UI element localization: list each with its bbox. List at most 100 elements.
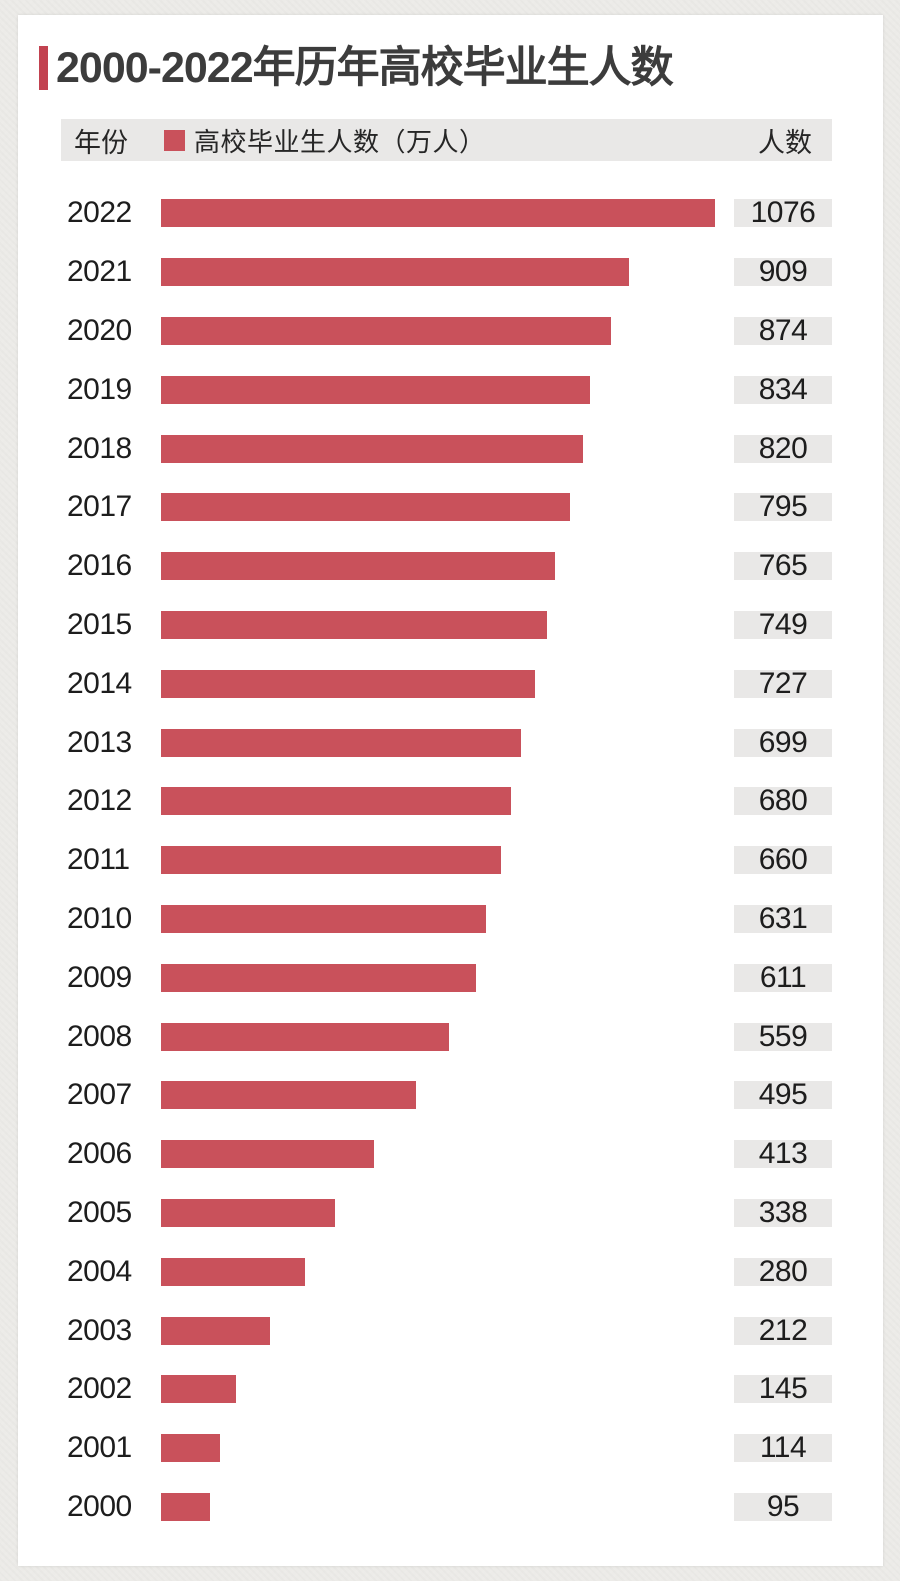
- chart-row: 2002 145: [61, 1360, 832, 1419]
- value-badge: 611: [734, 962, 832, 992]
- chart-row: 2008 559: [61, 1007, 832, 1066]
- value-column-header: 人数: [758, 127, 812, 158]
- value-badge: 749: [734, 609, 832, 639]
- value-badge: 280: [734, 1256, 832, 1286]
- bar-track: [161, 728, 715, 757]
- legend-label: 高校毕业生人数（万人）: [194, 126, 486, 157]
- chart-row: 2012 680: [61, 772, 832, 831]
- year-label: 2017: [67, 490, 132, 524]
- chart-row: 2015 749: [61, 596, 832, 655]
- bar: [161, 1316, 271, 1345]
- chart-row: 2011 660: [61, 831, 832, 890]
- chart-row: 2010 631: [61, 890, 832, 949]
- chart-row: 2019 834: [61, 360, 832, 419]
- bar-track: [161, 1140, 715, 1169]
- bar: [161, 1257, 306, 1286]
- header-row: 年份 高校毕业生人数（万人） 人数: [61, 119, 832, 161]
- year-label: 2007: [67, 1078, 132, 1112]
- value-badge: 795: [734, 492, 832, 522]
- bar: [161, 375, 591, 404]
- year-label: 2006: [67, 1137, 132, 1171]
- value-badge: 660: [734, 845, 832, 875]
- bar-track: [161, 1316, 715, 1345]
- bar: [161, 493, 571, 522]
- value-badge: 699: [734, 727, 832, 757]
- year-label: 2014: [67, 666, 132, 700]
- chart-row: 2009 611: [61, 948, 832, 1007]
- year-label: 2021: [67, 255, 132, 289]
- rows: 2022 1076 2021 909 2020 874 2019 834 201…: [61, 184, 832, 1536]
- bar: [161, 1140, 374, 1169]
- bar: [161, 199, 715, 228]
- chart-row: 2017 795: [61, 478, 832, 537]
- value-badge: 212: [734, 1315, 832, 1345]
- bar: [161, 1198, 336, 1227]
- value-badge: 114: [734, 1433, 832, 1463]
- year-label: 2000: [67, 1489, 132, 1523]
- bar-track: [161, 1492, 715, 1521]
- value-badge: 495: [734, 1080, 832, 1110]
- bar-track: [161, 610, 715, 639]
- chart-row: 2021 909: [61, 243, 832, 302]
- value-badge: 631: [734, 903, 832, 933]
- bar: [161, 1375, 236, 1404]
- value-badge: 145: [734, 1374, 832, 1404]
- bar-track: [161, 669, 715, 698]
- bar: [161, 258, 630, 287]
- year-label: 2013: [67, 725, 132, 759]
- year-label: 2015: [67, 607, 132, 641]
- bar: [161, 1081, 416, 1110]
- bar: [161, 1492, 210, 1521]
- bar-track: [161, 1022, 715, 1051]
- chart-row: 2005 338: [61, 1184, 832, 1243]
- chart-row: 2004 280: [61, 1242, 832, 1301]
- bar-track: [161, 904, 715, 933]
- bar-track: [161, 1081, 715, 1110]
- chart-row: 2018 820: [61, 419, 832, 478]
- value-badge: 95: [734, 1491, 832, 1521]
- value-badge: 909: [734, 257, 832, 287]
- year-label: 2022: [67, 196, 132, 230]
- title-block: 2000-2022年历年高校毕业生人数: [39, 44, 674, 92]
- value-badge: 413: [734, 1139, 832, 1169]
- year-label: 2002: [67, 1372, 132, 1406]
- title-accent-bar-icon: [39, 46, 48, 90]
- chart-row: 2003 212: [61, 1301, 832, 1360]
- bar: [161, 728, 521, 757]
- year-label: 2011: [67, 843, 130, 877]
- bar: [161, 669, 536, 698]
- value-badge: 834: [734, 374, 832, 404]
- bar-track: [161, 1434, 715, 1463]
- year-label: 2005: [67, 1195, 132, 1229]
- value-badge: 559: [734, 1021, 832, 1051]
- year-label: 2020: [67, 313, 132, 347]
- bar-track: [161, 1257, 715, 1286]
- bar-track: [161, 846, 715, 875]
- value-badge: 1076: [734, 198, 832, 228]
- bar: [161, 1022, 449, 1051]
- legend: 高校毕业生人数（万人）: [164, 122, 486, 159]
- value-badge: 874: [734, 315, 832, 345]
- bar-track: [161, 493, 715, 522]
- chart-row: 2016 765: [61, 537, 832, 596]
- bar: [161, 904, 486, 933]
- bar-track: [161, 1198, 715, 1227]
- page-title: 2000-2022年历年高校毕业生人数: [56, 44, 674, 92]
- chart-card: 2000-2022年历年高校毕业生人数 年份 高校毕业生人数（万人） 人数 20…: [18, 15, 883, 1566]
- bar: [161, 787, 512, 816]
- chart-row: 2001 114: [61, 1419, 832, 1478]
- year-label: 2018: [67, 431, 132, 465]
- chart-row: 2014 727: [61, 654, 832, 713]
- year-label: 2001: [67, 1431, 132, 1465]
- bar-track: [161, 258, 715, 287]
- year-label: 2003: [67, 1313, 132, 1347]
- value-badge: 727: [734, 668, 832, 698]
- bar-track: [161, 552, 715, 581]
- value-badge: 820: [734, 433, 832, 463]
- bar: [161, 846, 501, 875]
- year-label: 2008: [67, 1019, 132, 1053]
- year-column-header: 年份: [74, 127, 128, 158]
- bar-track: [161, 434, 715, 463]
- chart-row: 2020 874: [61, 302, 832, 361]
